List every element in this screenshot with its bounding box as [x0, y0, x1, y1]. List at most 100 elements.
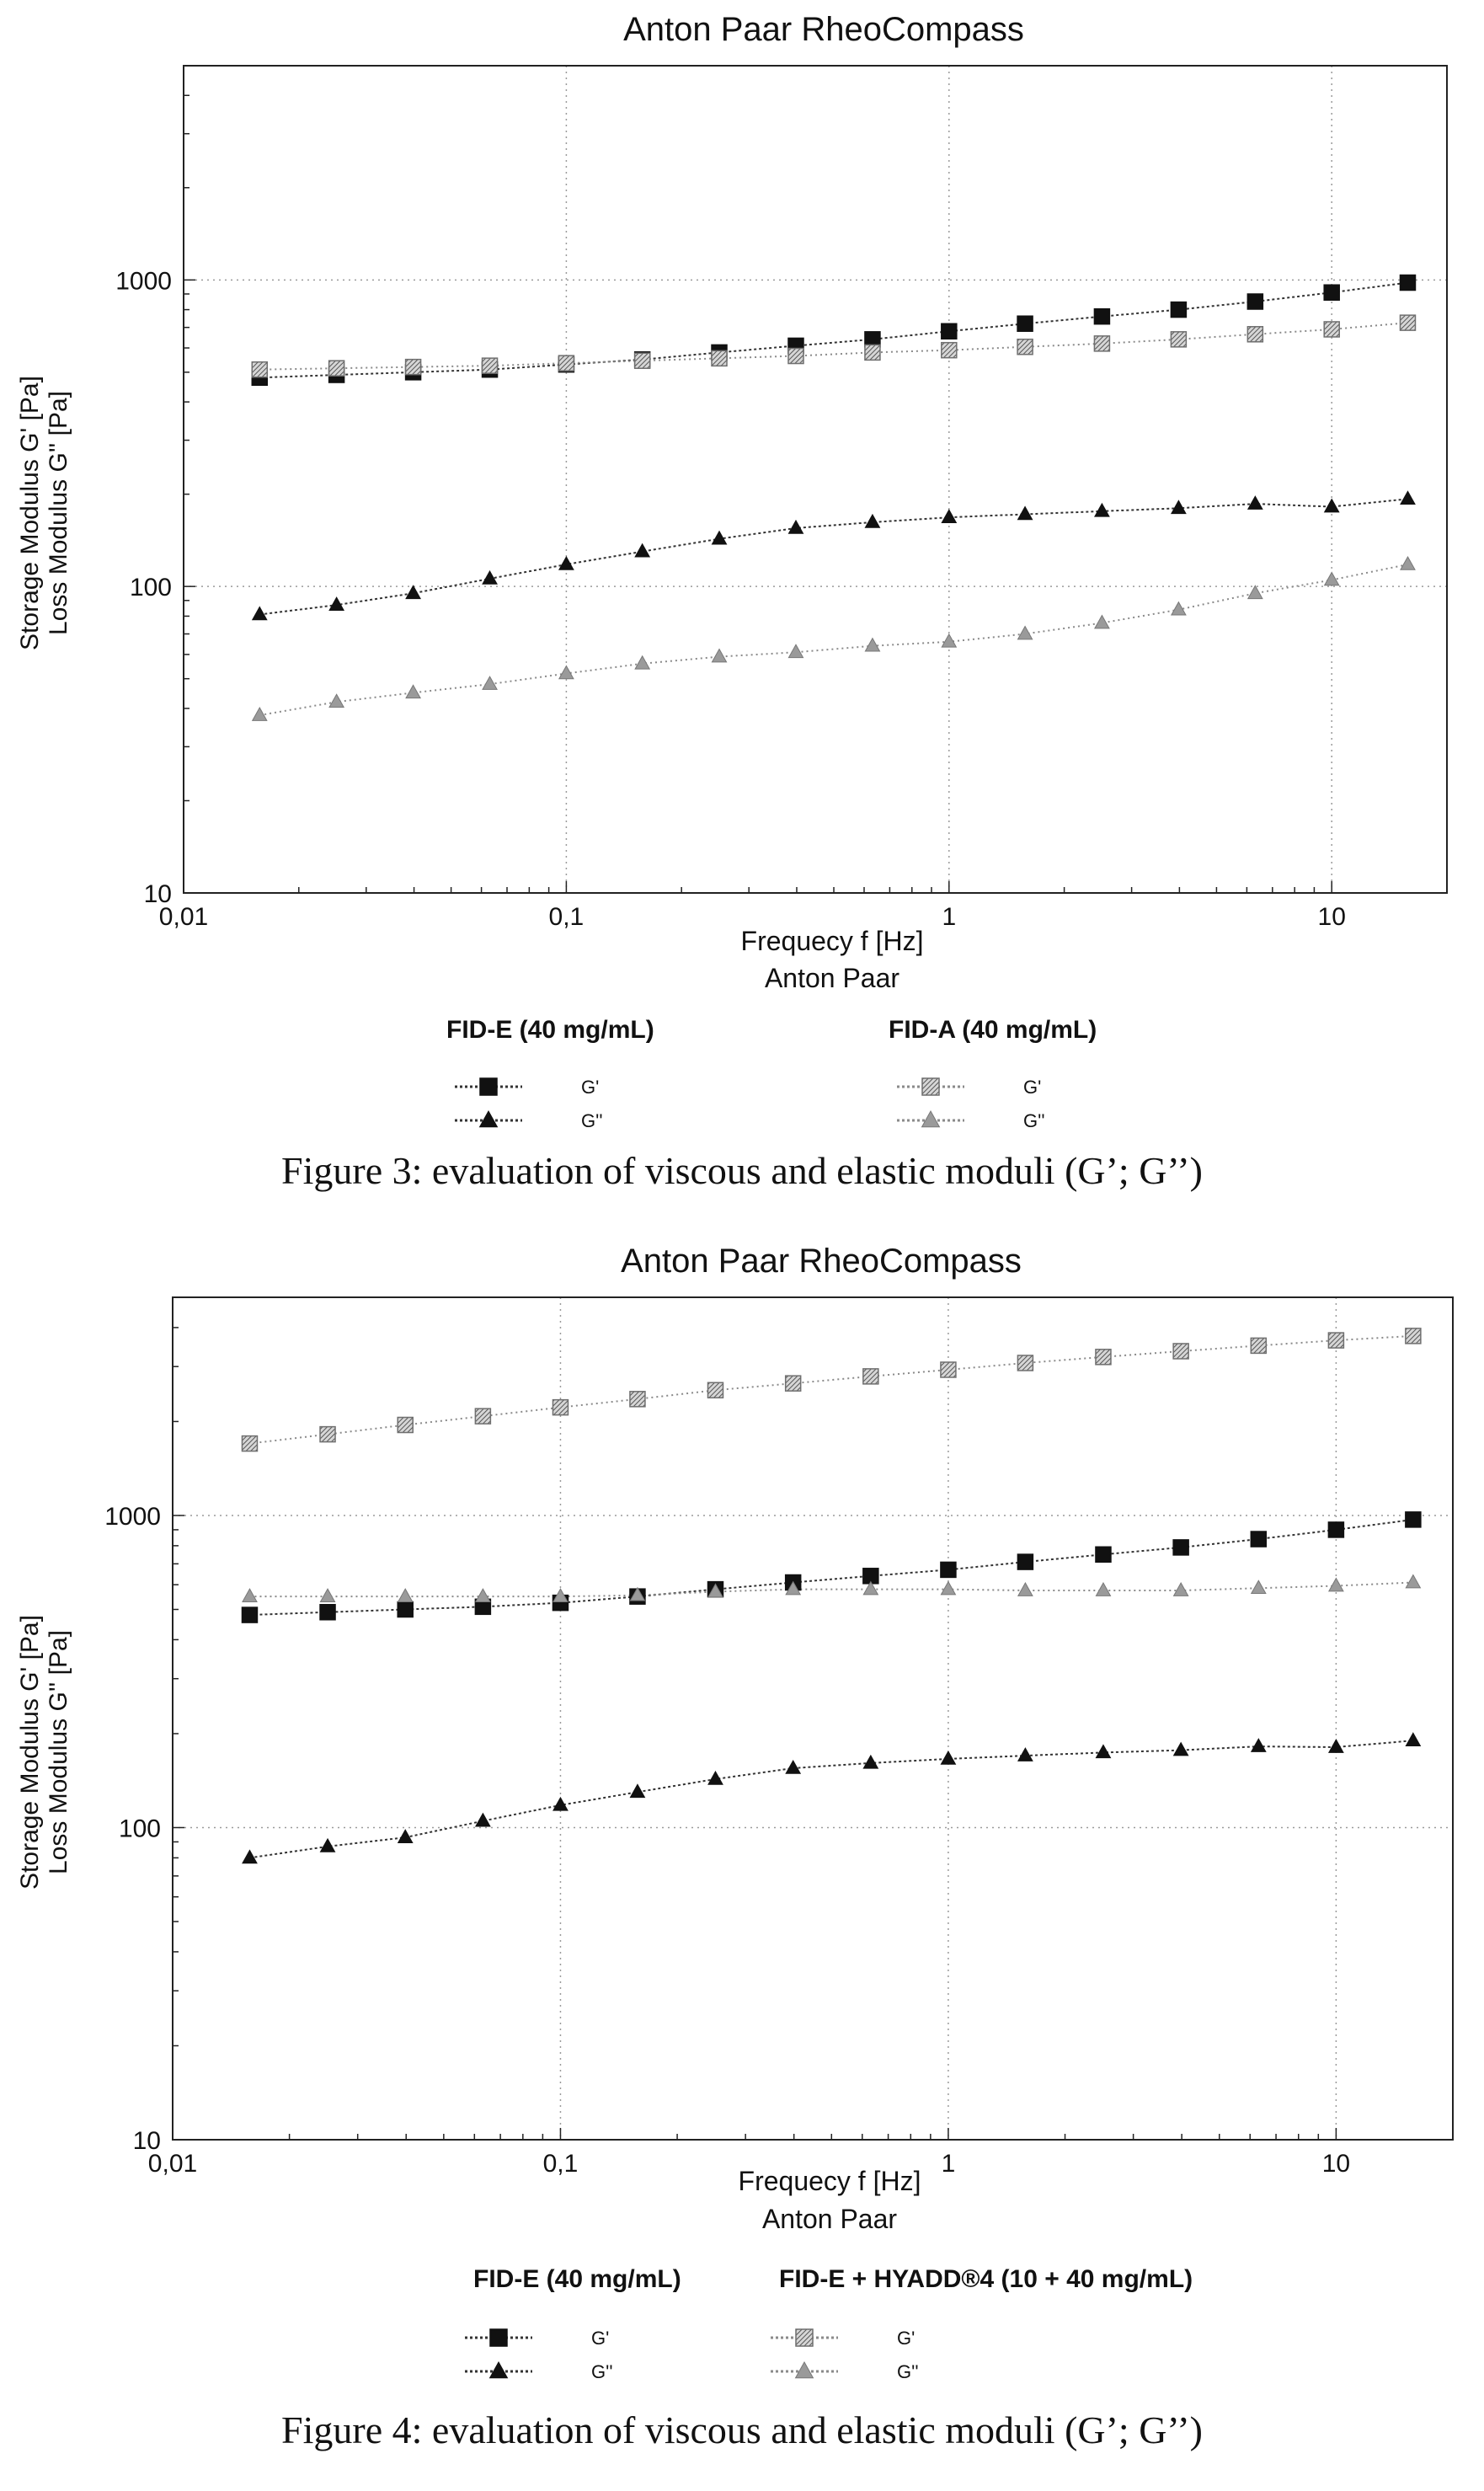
- data-point-fid-a-storage: [1246, 326, 1264, 343]
- x-tick-label: 10: [1318, 903, 1346, 931]
- series-line-fid-e-storage: [259, 281, 1408, 379]
- data-point-fid-e-loss: [1172, 1741, 1189, 1756]
- data-point-fid-e-hyadd-storage: [552, 1398, 569, 1416]
- x-tick-label: 0,1: [549, 903, 585, 931]
- legend-entry-label: G': [1023, 1077, 1041, 1098]
- data-point-fid-e-hyadd-storage: [1095, 1349, 1112, 1366]
- data-point-fid-e-hyadd-storage: [862, 1368, 879, 1385]
- data-point-fid-e-hyadd-storage: [1327, 1332, 1345, 1349]
- data-point-fid-a-storage: [864, 344, 881, 361]
- data-point-fid-e-loss: [405, 585, 421, 600]
- legend-entry-label: G': [581, 1077, 599, 1098]
- y-axis-label-loss: Loss Modulus G'' [Pa]: [45, 1630, 72, 1874]
- data-point-fid-a-loss: [1170, 601, 1187, 616]
- data-point-fid-e-loss: [1327, 1738, 1344, 1753]
- data-point-fid-e-hyadd-loss: [629, 1586, 646, 1601]
- data-point-fid-a-storage: [251, 361, 269, 378]
- chart-title: Anton Paar RheoCompass: [621, 1243, 1022, 1280]
- series-line-fid-e-loss: [249, 1740, 1413, 1859]
- data-point-fid-e-hyadd-loss: [552, 1588, 569, 1602]
- y-tick-label: 1000: [115, 267, 172, 295]
- data-point-fid-e-storage: [1095, 1546, 1112, 1564]
- data-point-fid-e-hyadd-loss: [474, 1588, 491, 1602]
- x-axis-label: Frequecy f [Hz]: [741, 926, 924, 956]
- data-point-fid-a-loss: [634, 655, 651, 670]
- chart-title: Anton Paar RheoCompass: [623, 11, 1024, 48]
- data-point-fid-a-loss: [1246, 585, 1263, 600]
- data-point-fid-e-loss: [242, 1849, 258, 1864]
- data-point-fid-a-storage: [711, 350, 728, 367]
- data-point-fid-e-storage: [1327, 1521, 1345, 1538]
- data-point-fid-e-loss: [707, 1770, 723, 1785]
- data-point-fid-e-hyadd-loss: [242, 1588, 258, 1602]
- legend-group-title: FID-E (40 mg/mL): [446, 1016, 654, 1044]
- data-point-fid-a-storage: [558, 355, 575, 372]
- legend-entry-label: G'': [897, 2361, 919, 2382]
- y-axis-label-storage: Storage Modulus G' [Pa]: [16, 1615, 44, 1890]
- data-point-fid-e-loss: [482, 569, 498, 585]
- plot-frame: [183, 65, 1448, 894]
- data-point-fid-e-loss: [251, 606, 268, 621]
- data-point-fid-e-storage: [1246, 293, 1264, 310]
- data-point-fid-e-storage: [1250, 1531, 1268, 1548]
- series-line-fid-e-hyadd-loss: [249, 1581, 1413, 1598]
- data-point-fid-e-hyadd-loss: [707, 1583, 723, 1598]
- data-point-fid-a-loss: [864, 637, 881, 652]
- data-point-fid-a-storage: [1323, 321, 1340, 338]
- data-point-fid-e-loss: [474, 1812, 491, 1827]
- data-point-fid-e-loss: [1323, 498, 1340, 513]
- data-point-fid-a-storage: [1399, 314, 1417, 331]
- data-point-fid-e-loss: [711, 530, 728, 545]
- data-point-fid-a-storage: [1170, 331, 1188, 348]
- figure-caption: Figure 4: evaluation of viscous and elas…: [281, 2408, 1203, 2451]
- y-tick-label: 100: [119, 1815, 161, 1842]
- data-point-fid-e-hyadd-loss: [319, 1588, 336, 1602]
- legend-swatch-marker: [479, 1077, 498, 1096]
- data-point-fid-e-loss: [1017, 1747, 1033, 1761]
- data-point-fid-e-storage: [1017, 315, 1033, 332]
- data-point-fid-e-loss: [558, 555, 574, 570]
- legend-swatch-marker: [921, 1077, 940, 1096]
- data-point-fid-e-hyadd-storage: [707, 1382, 724, 1399]
- data-point-fid-a-storage: [404, 358, 422, 376]
- data-point-fid-a-loss: [941, 633, 958, 648]
- legend-swatch-marker: [489, 2328, 508, 2347]
- y-tick-label: 10: [144, 880, 172, 908]
- data-point-fid-e-storage: [1172, 1539, 1189, 1556]
- data-point-fid-e-storage: [241, 1606, 259, 1623]
- data-point-fid-e-hyadd-loss: [1250, 1580, 1267, 1595]
- y-axis-label-loss: Loss Modulus G'' [Pa]: [45, 391, 72, 635]
- data-point-fid-e-storage: [940, 1561, 957, 1579]
- x-tick-label: 10: [1322, 2150, 1350, 2178]
- data-point-fid-e-loss: [1170, 500, 1187, 515]
- x-tick-label: 1: [942, 2150, 956, 2178]
- data-point-fid-e-storage: [1399, 274, 1417, 291]
- x-tick-label: 0,01: [159, 903, 208, 931]
- data-point-fid-a-loss: [328, 693, 345, 708]
- legend-group-title: FID-E (40 mg/mL): [473, 2265, 681, 2293]
- data-point-fid-e-loss: [319, 1837, 336, 1852]
- y-tick-label: 100: [130, 574, 172, 601]
- plot-frame: [172, 1296, 1454, 2141]
- x-tick-label: 0,01: [148, 2150, 197, 2178]
- legend-entry-label: G': [591, 2328, 609, 2349]
- data-point-fid-e-storage: [1405, 1511, 1422, 1528]
- data-point-fid-e-hyadd-loss: [940, 1580, 957, 1596]
- data-point-fid-e-hyadd-storage: [241, 1435, 259, 1452]
- y-tick-label: 10: [133, 2127, 161, 2155]
- data-point-fid-a-loss: [251, 707, 268, 721]
- data-point-fid-e-hyadd-loss: [1405, 1574, 1422, 1589]
- data-point-fid-e-hyadd-storage: [474, 1408, 492, 1425]
- y-tick-label: 1000: [104, 1503, 161, 1531]
- data-point-fid-e-hyadd-loss: [1095, 1581, 1112, 1596]
- data-point-fid-a-storage: [1093, 335, 1111, 352]
- legend-swatch-marker: [478, 1109, 499, 1128]
- data-point-fid-e-loss: [1094, 502, 1110, 517]
- x-axis-sublabel: Anton Paar: [762, 2204, 897, 2234]
- data-point-fid-e-hyadd-storage: [1017, 1355, 1034, 1371]
- data-point-fid-a-loss: [1094, 614, 1110, 629]
- figure-caption: Figure 3: evaluation of viscous and elas…: [281, 1149, 1203, 1192]
- data-point-fid-a-loss: [1017, 625, 1033, 640]
- data-point-fid-a-storage: [328, 360, 345, 377]
- data-point-fid-a-storage: [633, 352, 651, 369]
